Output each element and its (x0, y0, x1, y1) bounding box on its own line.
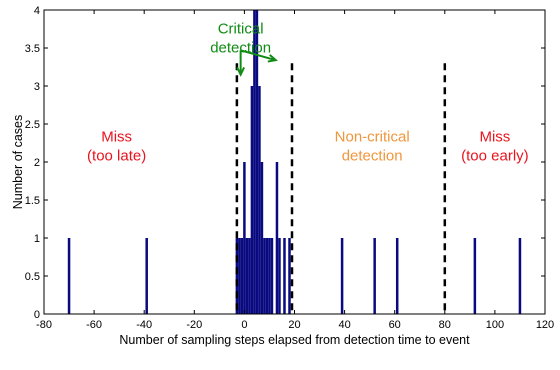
histogram-bar (373, 238, 376, 314)
threshold-lines-layer (235, 63, 447, 314)
y-tick-label: 2 (34, 157, 40, 169)
bars-layer (67, 10, 522, 314)
histogram-bar (395, 238, 399, 314)
x-tick-label: -80 (36, 319, 52, 331)
histogram-bar (250, 86, 254, 314)
y-tick-label: 0.5 (25, 271, 40, 283)
arrow-head (267, 54, 278, 63)
histogram-bar (238, 238, 241, 314)
histogram-bar (245, 238, 249, 314)
x-tick-label: 60 (389, 319, 401, 331)
histogram-bar (275, 162, 279, 314)
y-tick-label: 1.5 (25, 195, 40, 207)
annotation-line: detection (342, 147, 403, 164)
histogram-bar (240, 238, 244, 314)
histogram-bar (263, 238, 266, 314)
annotation-line: (too early) (461, 147, 529, 164)
x-axis-title: Number of sampling steps elapsed from de… (119, 333, 470, 347)
y-tick-label: 4 (34, 5, 40, 17)
y-tick-label: 3 (34, 81, 40, 93)
x-tick-label: 20 (288, 319, 300, 331)
histogram-bar (473, 238, 477, 314)
histogram-bar (248, 238, 251, 314)
annotation-label: Miss (too late) (87, 128, 146, 164)
histogram-bar (270, 238, 274, 314)
x-tick-label: -40 (136, 319, 152, 331)
histogram-bar (253, 10, 256, 314)
histogram-bar (67, 238, 71, 314)
annotation-line: detection (210, 40, 271, 57)
x-tick-label: 100 (486, 319, 504, 331)
annotation-line: (too late) (87, 147, 146, 164)
annotation-label: Critical detection (210, 21, 271, 57)
histogram-bar (145, 238, 148, 314)
annotation-line: Non-critical (335, 128, 410, 145)
histogram-bar (235, 238, 239, 314)
y-axis-title: Number of cases (11, 115, 25, 209)
annotation-line: Critical (218, 21, 264, 38)
arrow-head (236, 66, 246, 77)
x-tick-label: 120 (536, 319, 554, 331)
histogram-bar (283, 238, 286, 314)
y-tick-label: 2.5 (25, 119, 40, 131)
histogram-bar (288, 238, 291, 314)
histogram-bar (278, 238, 281, 314)
histogram-bar (340, 238, 344, 314)
x-tick-label: 0 (241, 319, 247, 331)
histogram-bar (260, 162, 264, 314)
annotation-label: Non-critical detection (335, 128, 410, 164)
annotation-arrow (240, 49, 276, 62)
axes-layer: -80 -60 -40 -20 0 20 40 60 80 100 120 0 0.5 1 1.5 2 2.5 3… (25, 5, 554, 331)
histogram-bar (255, 10, 259, 314)
y-tick-label: 3.5 (25, 43, 40, 55)
histogram-bar (518, 238, 522, 314)
annotation-line: Miss (101, 128, 132, 145)
annotation-label: Miss (too early) (461, 128, 529, 164)
x-tick-label: 80 (439, 319, 451, 331)
histogram-bar (268, 238, 271, 314)
y-tick-label: 0 (34, 309, 40, 321)
annotations-layer: Miss (too late) Non-critical detection Miss (… (87, 21, 529, 165)
histogram-bar (265, 238, 269, 314)
y-tick-label: 1 (34, 233, 40, 245)
x-tick-label: -20 (186, 319, 202, 331)
histogram-bar (243, 162, 246, 314)
annotation-line: Miss (479, 128, 510, 145)
x-tick-label: 40 (338, 319, 350, 331)
x-tick-label: -60 (86, 319, 102, 331)
histogram-bar (258, 86, 261, 314)
